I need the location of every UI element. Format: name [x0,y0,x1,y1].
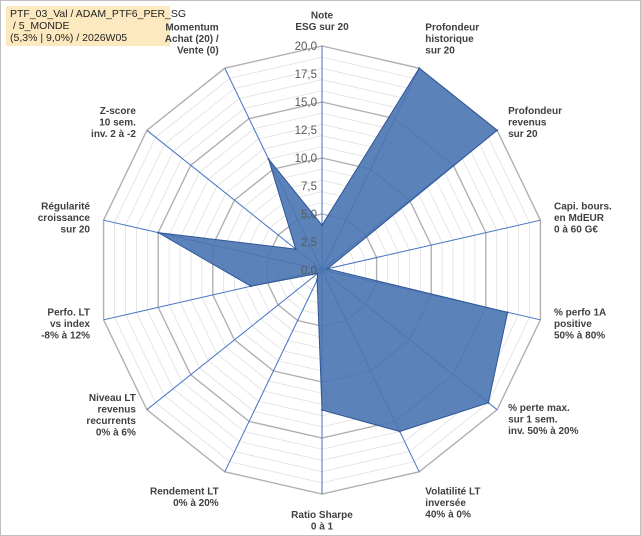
axis-label-line: Régularité [41,202,90,213]
axis-label-line: 50% à 80% [554,331,605,342]
axis-label: Régularité croissance sur 20 [38,202,91,236]
axis-label-line: Profondeur [508,106,562,117]
axis-label-line: ESG sur 20 [295,22,349,33]
axis-label-line: Niveau LT [89,393,136,404]
axis-label-line: 10 sem. [99,118,136,129]
spoke-line [146,129,323,271]
axis-label: Z-score 10 sem. inv. 2 à -2 [91,106,136,140]
axis-label-line: Note [311,11,334,22]
axis-label-line: 0 à 60 G€ [554,225,598,236]
axis-label: Profondeur historique sur 20 [425,23,479,57]
axis-label-line: -8% à 12% [41,331,90,342]
axis-label-line: revenus [98,405,137,416]
axis-label-line: 0 à 1 [311,522,334,533]
data-point [316,279,319,282]
axis-label-line: Vente (0) [177,46,219,57]
axis-label-line: sur 20 [61,225,91,236]
axis-label-line: 0% à 6% [96,428,136,439]
data-point [398,430,401,433]
axis-label-line: Profondeur [425,23,479,34]
axis-label-line: Achat (20) / [165,34,219,45]
tick-label: 17,5 [295,69,317,81]
axis-label: Volatilité LT inversée 40% à 0% [425,486,480,520]
data-point [294,248,297,251]
axis-label-line: revenus [508,118,547,129]
tick-label: 2,5 [301,237,317,249]
axis-label-line: en MdEUR [554,213,605,224]
axis-label-line: Perfo. LT [47,308,90,319]
chart-title-box: PTF_03_Val / ADAM_PTF6_PER_SG / 5_MONDE … [6,6,187,46]
tick-label: 0,0 [301,265,317,277]
axis-label-line: 40% à 0% [425,509,471,520]
chart-title-line-3: (5,3% | 9,0%) / 2026W05 [10,32,128,44]
axis-label-line: historique [425,34,474,45]
axis-label-line: recurrents [86,416,136,427]
axis-label: Rendement LT 0% à 20% [150,486,219,509]
axis-label-line: sur 20 [425,46,455,57]
axis-label: Perfo. LT vs index -8% à 12% [41,308,90,342]
tick-label: 15,0 [295,97,317,109]
axis-label-line: Ratio Sharpe [291,510,353,521]
axis-label: % perfo 1A positive 50% à 80% [554,308,606,342]
data-point [487,401,490,404]
axis-label-line: Z-score [100,106,137,117]
data-point [321,224,323,227]
axis-label-line: inv. 50% à 20% [508,426,579,437]
tick-label: 7,5 [301,181,317,193]
axis-label-line: sur 1 sem. [508,414,558,425]
spoke-line [146,269,323,411]
axis-label-line: 0% à 20% [173,498,219,509]
axis-label-line: Capi. bours. [554,202,612,213]
data-point [316,272,319,275]
spoke-line [224,269,323,473]
axis-label-line: Rendement LT [150,486,219,497]
tick-label: 10,0 [295,153,317,165]
chart-title-line-2: / 5_MONDE [10,20,70,32]
spoke-line [321,219,541,271]
data-point [418,67,421,70]
data-point [250,285,252,288]
axis-label-line: Volatilité LT [425,486,480,497]
data-point [506,311,509,314]
axis-label: Capi. bours. en MdEUR 0 à 60 G€ [554,202,612,236]
axis-label: Note ESG sur 20 [295,11,349,34]
axis-label: Profondeur revenus sur 20 [508,106,562,140]
axis-label-line: % perfo 1A [554,308,606,319]
axis-label-line: croissance [38,213,91,224]
axis-label: Momentum Achat (20) / Vente (0) [165,23,219,57]
axis-label-line: sur 20 [508,129,538,140]
tick-label: 12,5 [295,125,317,137]
axis-label: % perte max. sur 1 sem. inv. 50% à 20% [508,403,579,437]
data-point [321,409,323,411]
tick-label: 20,0 [295,41,317,53]
axis-label: Niveau LT revenus recurrents 0% à 6% [86,393,136,439]
axis-label-line: positive [554,319,592,330]
axis-label: Ratio Sharpe 0 à 1 [291,510,353,533]
data-point [267,158,270,160]
data-point [496,129,499,132]
axis-label-line: inversée [425,498,466,509]
data-point [157,231,160,234]
axis-label-line: vs index [50,319,90,330]
tick-label: 5,0 [301,209,317,221]
data-point [326,267,329,270]
chart-title-line-1: PTF_03_Val / ADAM_PTF6_PER_SG [10,8,187,20]
axis-label-line: % perte max. [508,403,570,414]
axis-label-line: inv. 2 à -2 [91,129,136,140]
axis-label-line: Momentum [165,23,218,34]
